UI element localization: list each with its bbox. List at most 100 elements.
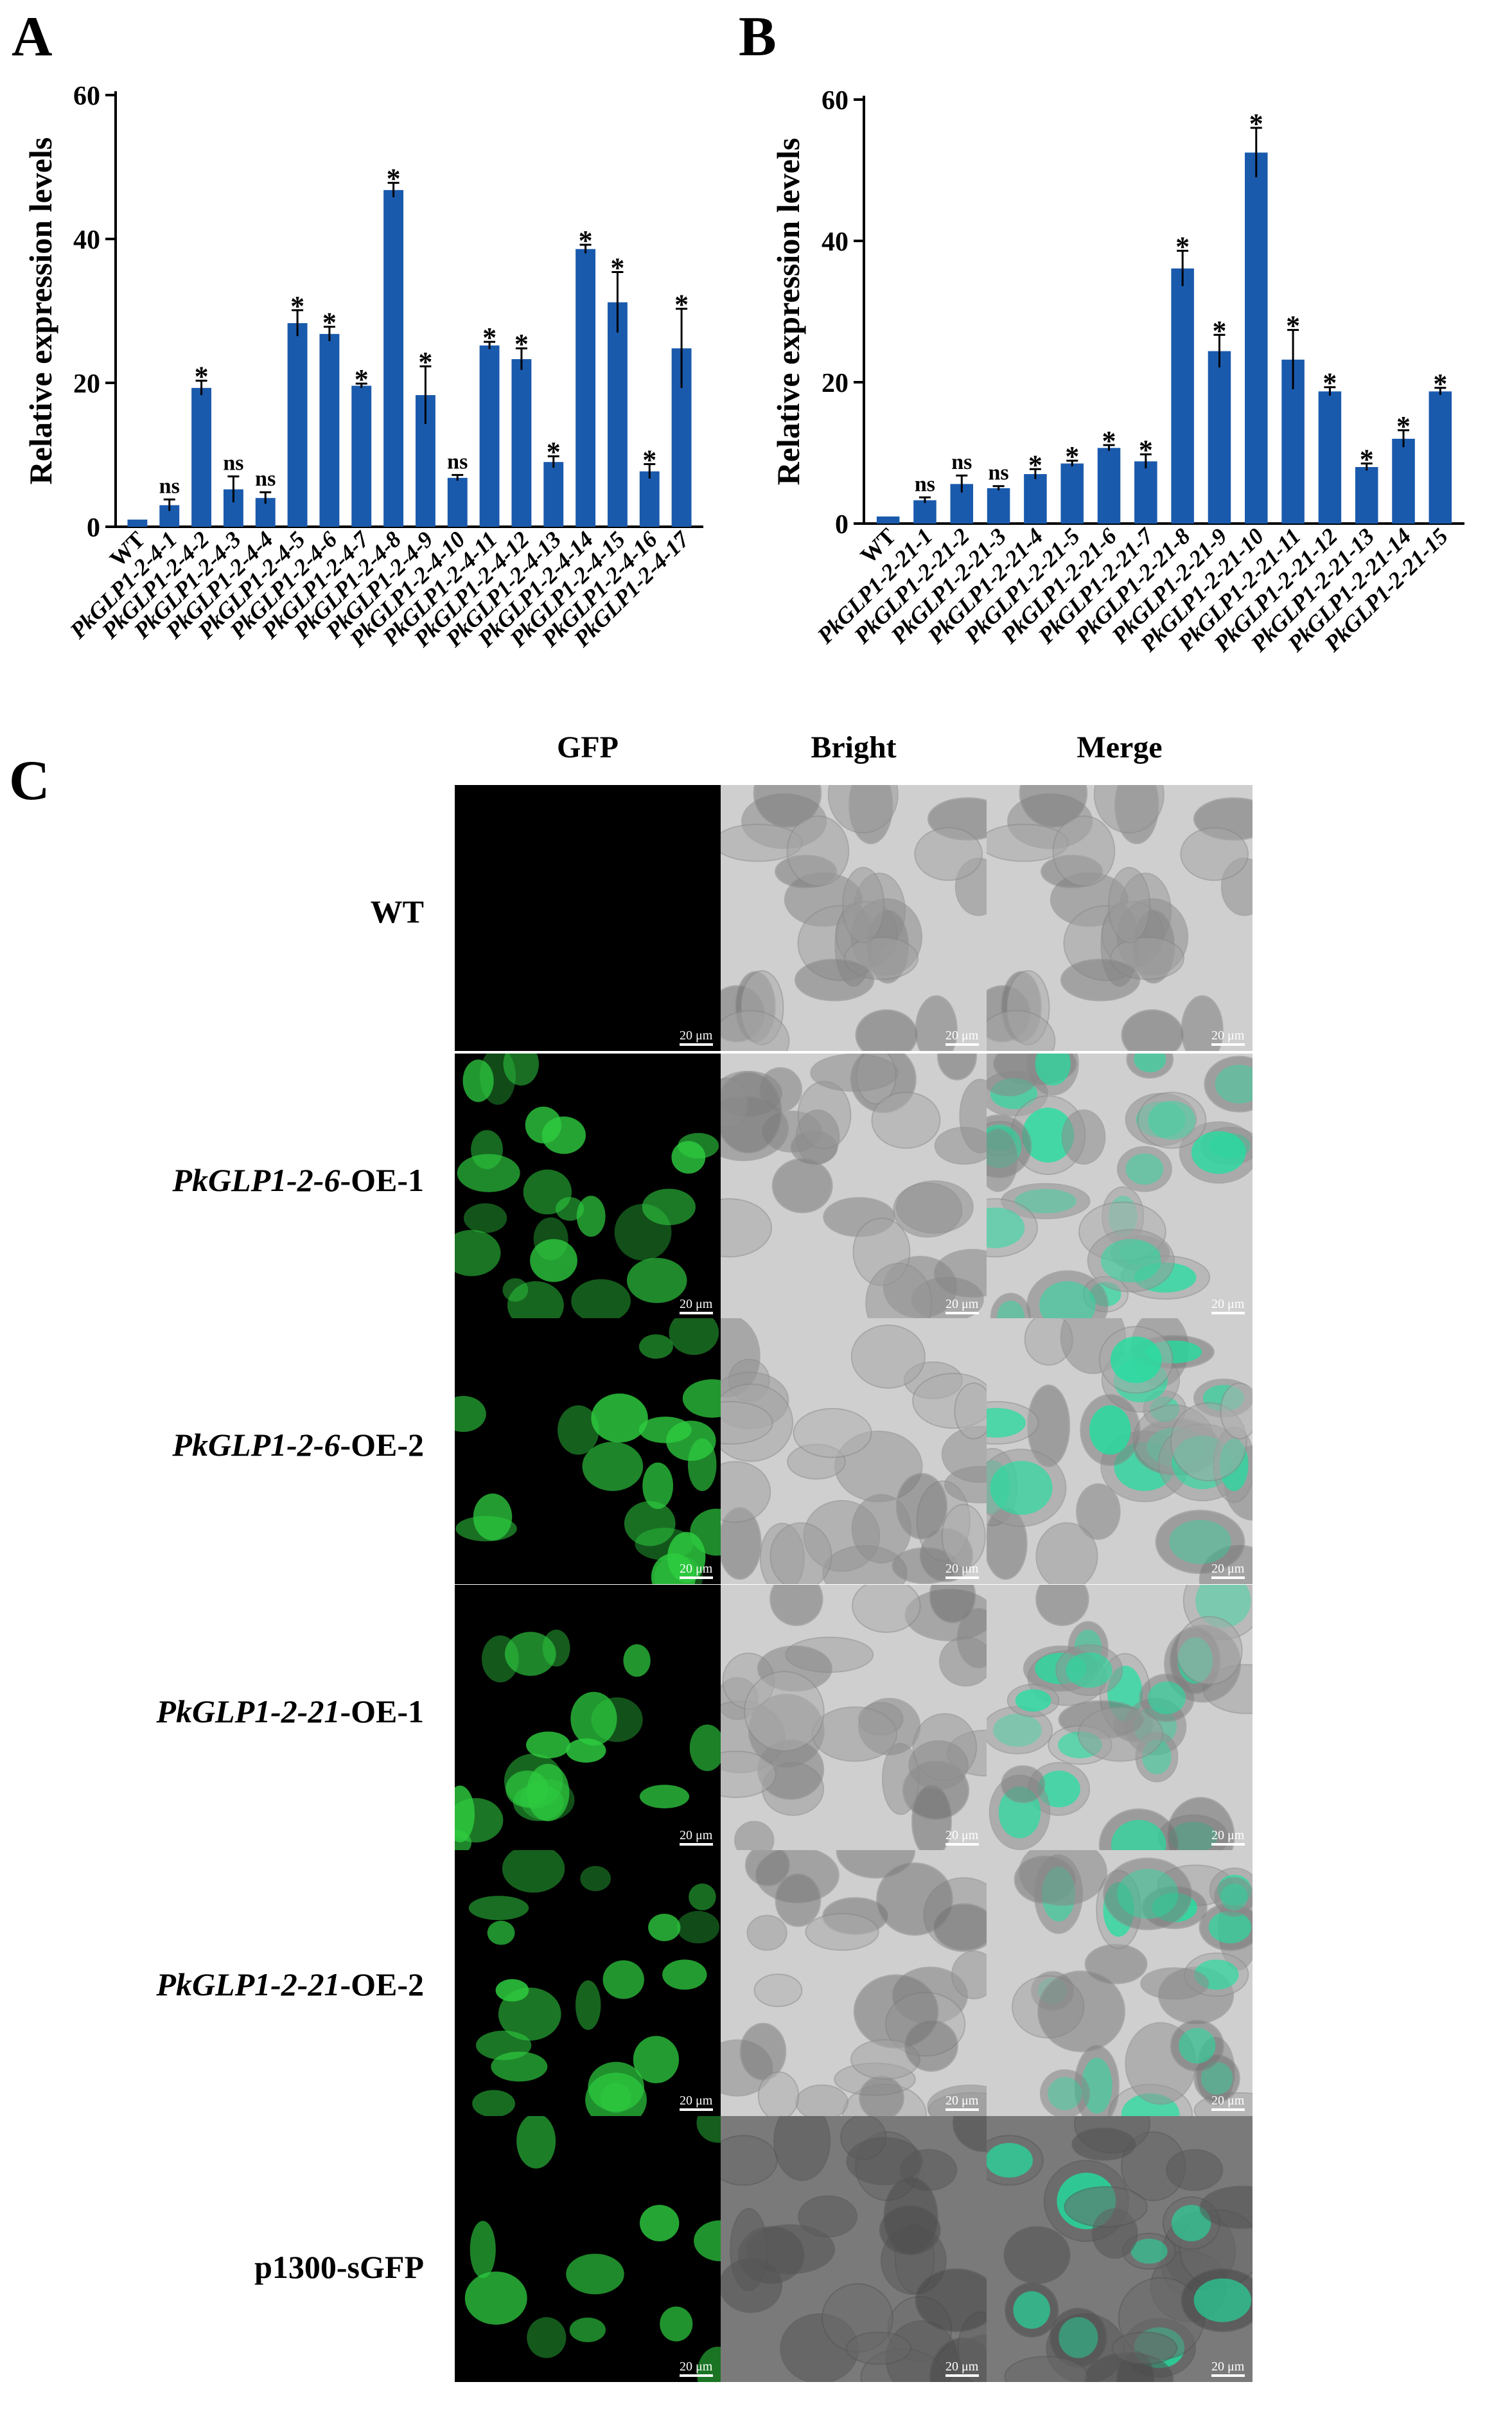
significance-label: ns (223, 452, 243, 475)
significance-label: * (1102, 425, 1116, 457)
row-label: PkGLP1-2-6-OE-2 (172, 1427, 424, 1463)
bar (639, 471, 660, 527)
scale-bar-label: 20 μm (680, 2360, 713, 2374)
bar (1245, 152, 1268, 524)
bar (1208, 351, 1231, 524)
scale-bar-label: 20 μm (680, 2094, 713, 2108)
significance-label: * (674, 289, 689, 321)
bar (1134, 461, 1157, 524)
y-tick-label: 20 (822, 369, 848, 398)
bright-field-image: 20 μm (721, 1318, 987, 1584)
significance-label: * (1286, 310, 1300, 342)
significance-label: * (322, 307, 337, 339)
bar (987, 488, 1010, 524)
y-tick-label: 40 (822, 227, 848, 257)
scale-bar: 20 μm (1211, 1829, 1245, 1846)
significance-label: * (1212, 315, 1226, 346)
bar-chart-a: Relative expression levels0204060WTnsPkG… (22, 82, 703, 652)
significance-label: ns (915, 472, 935, 496)
significance-label: * (1396, 410, 1411, 442)
significance-label: * (642, 445, 656, 476)
y-tick-label: 40 (73, 225, 100, 255)
bar (319, 333, 340, 527)
scale-bar: 20 μm (1211, 1298, 1245, 1314)
panel-letter-b: B (739, 6, 777, 68)
bar (127, 519, 148, 527)
bar (511, 359, 532, 527)
significance-label: * (579, 225, 593, 256)
significance-label: ns (447, 450, 468, 473)
scale-bar-label: 20 μm (1211, 2094, 1245, 2108)
significance-label: * (1433, 368, 1447, 400)
bar (607, 302, 628, 527)
scale-bar: 20 μm (680, 1562, 713, 1579)
significance-label: * (1175, 231, 1190, 262)
significance-label: ns (159, 474, 180, 498)
significance-label: * (610, 252, 624, 284)
significance-label: ns (951, 450, 972, 474)
bright-field-image: 20 μm (721, 1850, 987, 2116)
panel-letter-a: A (12, 6, 53, 68)
scale-bar: 20 μm (680, 1298, 713, 1314)
column-header-gfp: GFP (557, 730, 619, 764)
y-tick-label: 20 (73, 369, 100, 399)
significance-label: * (1028, 449, 1042, 481)
scale-bar: 20 μm (945, 1562, 979, 1579)
gfp-image: 20 μm (455, 2116, 721, 2382)
bar (1024, 474, 1047, 524)
scale-bar-label: 20 μm (680, 1562, 713, 1576)
scale-bar: 20 μm (1211, 1029, 1245, 1046)
significance-label: * (387, 163, 401, 195)
merge-image: 20 μm (987, 1054, 1253, 1319)
bar (1392, 439, 1415, 524)
bar (191, 387, 212, 527)
column-header-merge: Merge (1077, 730, 1163, 764)
scale-bar-label: 20 μm (945, 1828, 979, 1842)
scale-bar: 20 μm (680, 1829, 713, 1846)
significance-label: * (1360, 444, 1374, 475)
scale-bar-label: 20 μm (945, 2094, 979, 2108)
scale-bar-label: 20 μm (945, 1028, 979, 1043)
significance-label: * (418, 346, 432, 378)
y-tick-label: 0 (835, 510, 848, 540)
scale-bar-label: 20 μm (1211, 1828, 1245, 1842)
bright-field-image: 20 μm (721, 785, 987, 1051)
bar (1171, 268, 1194, 524)
significance-label: ns (255, 467, 276, 491)
merge-image: 20 μm (987, 1850, 1253, 2116)
bar (1097, 448, 1121, 524)
bar (1355, 467, 1378, 524)
bar (876, 516, 900, 524)
scale-bar-label: 20 μm (1211, 2360, 1245, 2374)
bar (913, 500, 936, 524)
significance-label: * (482, 322, 497, 353)
scale-bar-label: 20 μm (680, 1828, 713, 1842)
bar (1318, 391, 1342, 524)
bar-chart-b: Relative expression levels0204060WTnsPkG… (770, 86, 1464, 657)
scale-bar: 20 μm (1211, 2360, 1245, 2377)
gfp-image: 20 μm (455, 1850, 721, 2116)
scale-bar: 20 μm (945, 2094, 979, 2111)
scale-bar: 20 μm (1211, 2094, 1245, 2111)
scale-bar: 20 μm (945, 1029, 979, 1046)
bar (576, 249, 596, 527)
scale-bar-label: 20 μm (945, 1562, 979, 1576)
scale-bar-label: 20 μm (1211, 1562, 1245, 1576)
significance-label: * (355, 364, 369, 395)
gfp-image: 20 μm (455, 1585, 721, 1851)
bar (447, 477, 468, 527)
scale-bar-label: 20 μm (680, 1297, 713, 1311)
bar (383, 190, 404, 527)
scale-bar-label: 20 μm (1211, 1028, 1245, 1043)
bright-field-image: 20 μm (721, 1054, 987, 1319)
scale-bar: 20 μm (945, 2360, 979, 2377)
merge-image: 20 μm (987, 785, 1253, 1051)
row-label: p1300-sGFP (254, 2249, 424, 2285)
significance-label: * (1323, 367, 1337, 399)
gfp-image: 20 μm (455, 1318, 721, 1584)
significance-label: * (290, 290, 304, 322)
scale-bar: 20 μm (680, 1029, 713, 1046)
bar (479, 345, 500, 527)
scale-bar: 20 μm (945, 1298, 979, 1314)
bar (351, 385, 372, 527)
